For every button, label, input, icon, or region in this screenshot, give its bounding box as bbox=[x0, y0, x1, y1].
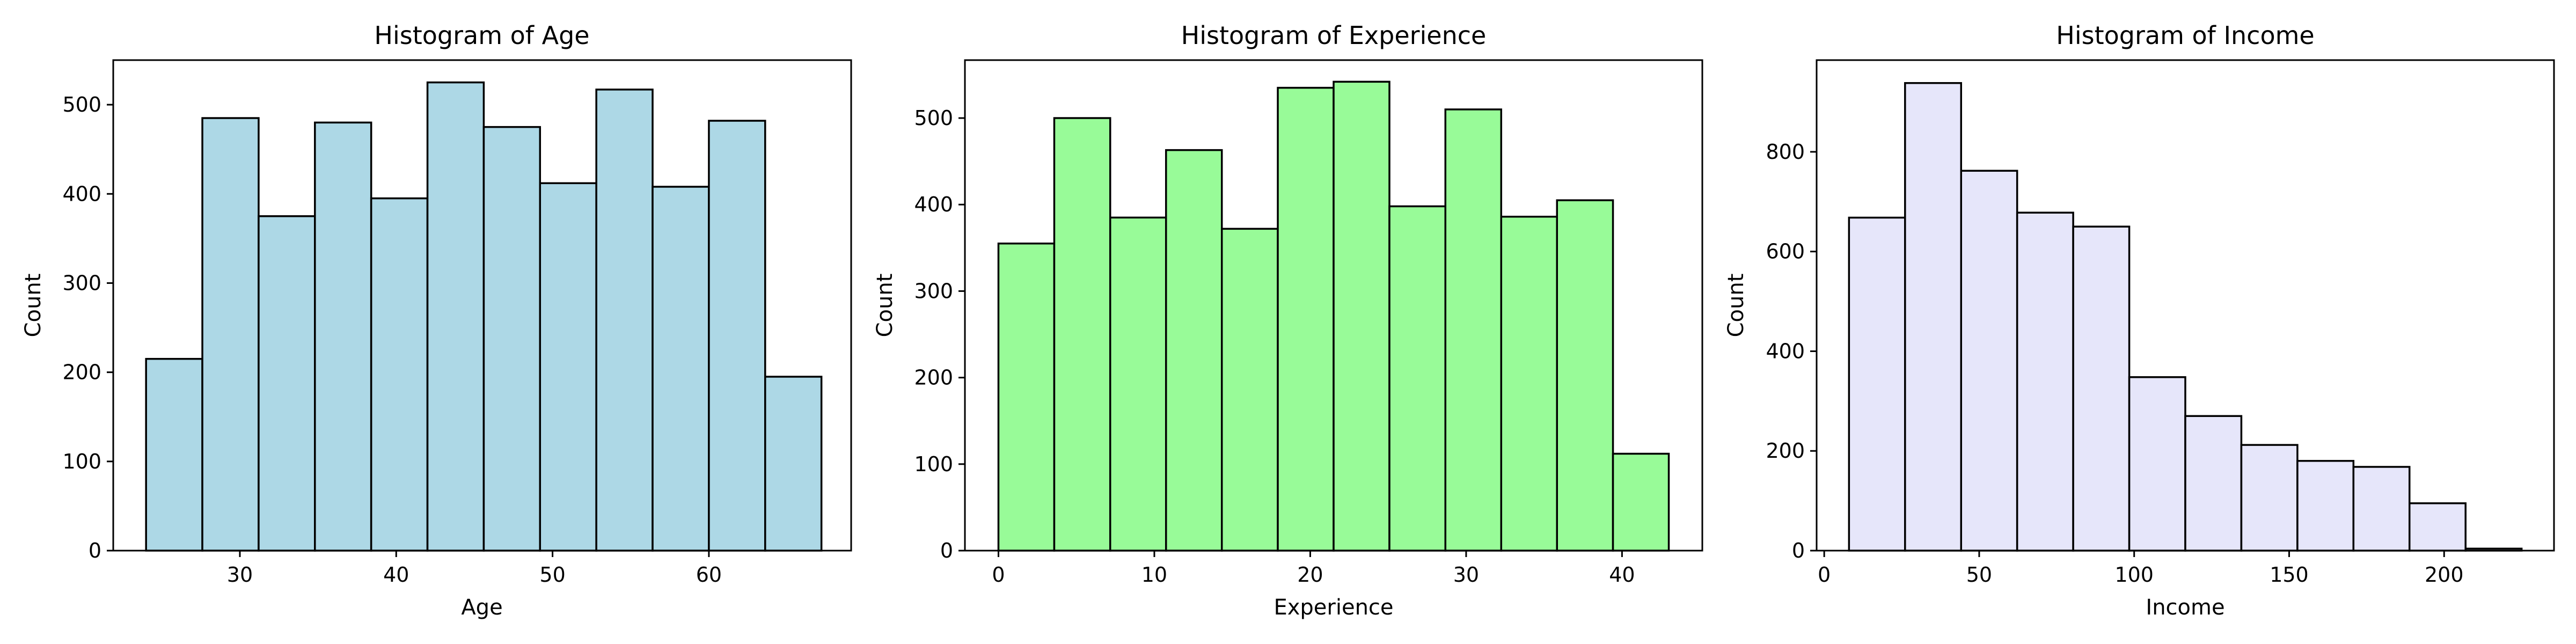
x-tick-label: 50 bbox=[1966, 563, 1992, 587]
y-tick-label: 400 bbox=[914, 193, 953, 216]
histogram-bar bbox=[1053, 117, 1111, 552]
y-tick-label: 300 bbox=[914, 279, 953, 303]
y-tick-label: 500 bbox=[62, 93, 101, 116]
histogram-bar bbox=[2184, 415, 2243, 552]
y-axis-label: Count bbox=[21, 274, 46, 338]
histogram-bar bbox=[1109, 216, 1167, 552]
chart-title: Histogram of Age bbox=[374, 21, 589, 50]
x-tick-label: 100 bbox=[2114, 563, 2154, 587]
y-tick-label: 400 bbox=[62, 182, 101, 206]
x-tick-label: 20 bbox=[1297, 563, 1323, 587]
chart-panel-age: Histogram of Age 30 40 50 60 0 100 200 300 400 50… bbox=[21, 21, 852, 620]
y-axis-label: Count bbox=[1724, 274, 1748, 338]
y-tick-label: 0 bbox=[1792, 539, 1805, 562]
histogram-bar bbox=[595, 89, 654, 552]
y-tick-label: 0 bbox=[940, 539, 953, 562]
histogram-bar bbox=[539, 182, 597, 552]
histogram-bar bbox=[2296, 460, 2355, 552]
x-tick-label: 30 bbox=[1453, 563, 1479, 587]
histogram-bar bbox=[1960, 170, 2018, 552]
histogram-bar bbox=[2072, 225, 2131, 552]
x-tick-label: 200 bbox=[2425, 563, 2464, 587]
y-tick-label: 300 bbox=[62, 271, 101, 295]
histogram-bar bbox=[258, 215, 316, 552]
plot-area: 30 40 50 60 0 100 200 300 400 500 bbox=[62, 59, 852, 587]
histogram-bar bbox=[1220, 228, 1279, 552]
histogram-bar bbox=[1165, 149, 1223, 552]
histogram-bar bbox=[1388, 205, 1447, 552]
x-tick-label: 0 bbox=[992, 563, 1005, 587]
x-tick-label: 50 bbox=[539, 563, 565, 587]
x-axis-label: Income bbox=[2146, 595, 2224, 620]
histogram-bar bbox=[1848, 216, 1906, 552]
y-tick-label: 100 bbox=[62, 450, 101, 473]
chart-panel-income: Histogram of Income 0 50 100 150 200 0 200 400 6… bbox=[1724, 21, 2555, 620]
y-tick-label: 100 bbox=[914, 452, 953, 476]
x-tick-label: 150 bbox=[2270, 563, 2309, 587]
histogram-bar bbox=[1444, 108, 1503, 552]
histogram-bar bbox=[482, 126, 541, 552]
plot-area: 0 50 100 150 200 0 200 400 600 800 bbox=[1766, 59, 2555, 587]
y-tick-label: 800 bbox=[1766, 140, 1805, 164]
histogram-bar bbox=[2128, 376, 2186, 552]
histogram-bar bbox=[1556, 199, 1614, 552]
chart-title: Histogram of Income bbox=[2056, 21, 2314, 50]
axes-frame bbox=[1816, 59, 2555, 552]
x-axis-label: Age bbox=[461, 595, 502, 620]
histogram-bar bbox=[2352, 466, 2411, 552]
x-tick-label: 40 bbox=[383, 563, 409, 587]
histogram-bar bbox=[201, 117, 260, 552]
histogram-bar bbox=[652, 186, 710, 552]
histogram-bar bbox=[997, 242, 1056, 552]
y-tick-label: 0 bbox=[89, 539, 101, 562]
x-tick-label: 10 bbox=[1141, 563, 1167, 587]
y-tick-label: 200 bbox=[1766, 439, 1805, 463]
histogram-bar bbox=[1277, 86, 1335, 552]
chart-panel-experience: Histogram of Experience 0 10 20 30 400100200… bbox=[873, 21, 1703, 620]
histogram-bar bbox=[1612, 452, 1670, 552]
y-tick-label: 200 bbox=[62, 361, 101, 384]
histogram-bar bbox=[2016, 211, 2074, 552]
histogram-bar bbox=[370, 197, 429, 552]
x-tick-label: 40 bbox=[1609, 563, 1635, 587]
histogram-bar bbox=[2240, 444, 2299, 552]
x-tick-label: 60 bbox=[696, 563, 722, 587]
histogram-bar bbox=[2408, 502, 2467, 552]
y-axis-label: Count bbox=[873, 274, 897, 338]
y-tick-label: 200 bbox=[914, 366, 953, 390]
chart-title: Histogram of Experience bbox=[1181, 21, 1487, 50]
axes-frame bbox=[964, 59, 1703, 552]
histogram-bar bbox=[426, 81, 485, 552]
histogram-bar bbox=[1500, 216, 1558, 552]
y-tick-label: 500 bbox=[914, 106, 953, 130]
histogram-bar bbox=[764, 376, 823, 552]
axes-frame bbox=[112, 59, 852, 552]
x-tick-label: 0 bbox=[1818, 563, 1831, 587]
x-axis-label: Experience bbox=[1274, 595, 1393, 620]
histogram-bar bbox=[1333, 80, 1391, 552]
histogram-bar bbox=[1904, 82, 1963, 552]
x-tick-label: 30 bbox=[227, 563, 253, 587]
histogram-bar bbox=[314, 121, 372, 552]
y-tick-label: 400 bbox=[1766, 339, 1805, 363]
histogram-bar bbox=[145, 357, 203, 552]
y-tick-label: 600 bbox=[1766, 240, 1805, 264]
histogram-bar bbox=[708, 120, 766, 552]
